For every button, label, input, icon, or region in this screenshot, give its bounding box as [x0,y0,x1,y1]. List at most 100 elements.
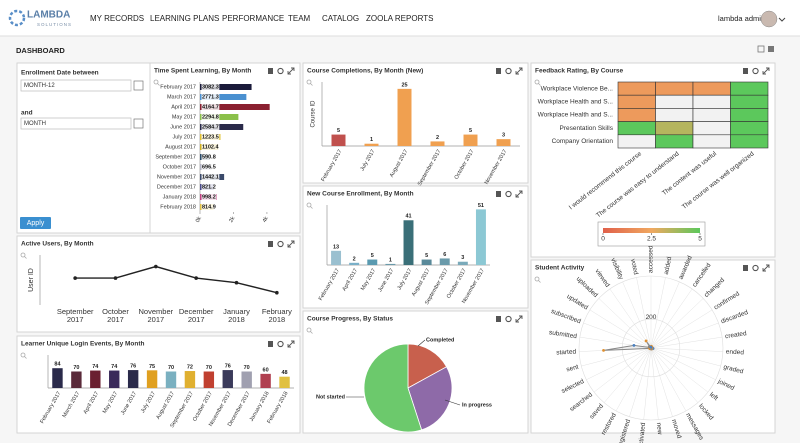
panel [302,62,529,184]
nav-link[interactable]: MY RECORDS [90,14,144,23]
heat-cell [655,121,694,136]
search-icon[interactable] [20,352,26,358]
radar-axis-label: graded [723,364,745,376]
radar-axis-label: voted [629,258,639,275]
bar [463,134,478,146]
value-label: 76 [130,364,136,370]
refresh-button[interactable] [277,240,284,248]
dashboard-settings[interactable] [757,45,765,53]
bar [165,371,177,388]
export-button[interactable] [496,68,501,74]
x-tick-label: 2k [228,216,236,224]
refresh-button[interactable] [277,67,284,75]
expand-button[interactable] [515,67,523,75]
nav-link[interactable]: ZOOLA REPORTS [366,14,433,23]
export-button[interactable] [743,68,748,74]
expand-button[interactable] [762,264,770,272]
value-label: 25 [401,82,407,88]
apply-button-label[interactable]: Apply [27,220,45,227]
radar-spoke [650,322,719,349]
expand-button[interactable] [515,190,523,198]
refresh-button[interactable] [277,340,284,348]
nav-link[interactable]: CATALOG [322,14,359,23]
bar [200,94,247,100]
heat-cell [617,94,656,109]
heat-cell [730,108,769,122]
radar-spoke [622,281,652,349]
search-icon[interactable] [20,252,26,258]
search-icon[interactable] [534,276,540,282]
export-button[interactable] [496,316,501,322]
expand-button[interactable] [287,67,295,75]
expand-button[interactable] [515,315,523,323]
bar [421,259,432,265]
category-label: December 2017 [157,184,196,190]
user-menu-caret[interactable] [778,17,786,22]
user-avatar[interactable] [760,10,778,28]
value-label: 1223.5 [202,134,219,140]
refresh-button[interactable] [505,190,512,198]
logo-text: LAMBDA [27,10,70,21]
expand-button[interactable] [287,340,295,348]
category-label: July 2017 [172,134,196,140]
radar-spoke [650,347,687,412]
bar [203,371,215,388]
line [75,265,278,294]
category-label: February 2017 [160,84,196,90]
export-button[interactable] [268,341,273,347]
export-button[interactable] [268,241,273,247]
search-icon[interactable] [153,79,159,85]
value-label: 48 [281,370,287,376]
refresh-button[interactable] [752,264,759,272]
filter-input[interactable] [20,79,132,92]
expand-button[interactable] [287,240,295,248]
search-icon[interactable] [306,327,312,333]
dashboard-layout[interactable] [768,46,774,52]
radar-spoke [650,347,659,420]
calendar-button[interactable] [133,80,144,91]
refresh-button[interactable] [752,67,759,75]
calendar-button[interactable] [133,118,144,129]
value-label: 84 [54,362,61,368]
logo-subtext: SOLUTIONS [37,22,72,27]
user-name[interactable]: lambda admin [718,14,765,23]
radar-spoke [650,281,680,349]
radar-spoke [650,336,723,349]
refresh-button[interactable] [505,67,512,75]
value-label: 41 [405,214,411,220]
heat-cell [730,94,769,109]
value-label: 75 [149,364,155,370]
x-tick-label: January 2018 [223,307,250,324]
search-icon-handle [538,83,541,86]
bar [349,262,360,265]
radar-axis-label: sent [566,364,580,374]
y-axis-label: Course ID [311,100,317,128]
export-button[interactable] [743,265,748,271]
x-tick-label: October 2017 [102,307,129,324]
expand-button[interactable] [762,67,770,75]
category-label: November 2017 [157,174,196,180]
category-label: October 2017 [163,164,196,170]
value-label: 60 [263,367,269,373]
value-label-background [201,84,220,90]
search-icon[interactable] [306,202,312,208]
panel-title: Student Activity [535,265,585,272]
nav-link[interactable]: PERFORMANCE [222,14,284,23]
heat-cell [692,94,731,109]
value-label: 6 [443,252,446,258]
search-icon[interactable] [306,79,312,85]
value-label: 590.8 [202,154,216,160]
heat-cell [617,81,656,96]
radar-spoke [650,288,693,349]
filter-input[interactable] [20,117,132,130]
value-label: 76 [225,364,231,370]
export-button[interactable] [268,68,273,74]
nav-link[interactable]: LEARNING PLANS [150,14,219,23]
filter-label: and [21,110,33,117]
nav-link[interactable]: TEAM [288,14,311,23]
search-icon[interactable] [534,79,540,85]
apply-button[interactable] [20,217,51,229]
slice-label: Completed [426,337,454,343]
export-button[interactable] [496,191,501,197]
refresh-button[interactable] [505,315,512,323]
